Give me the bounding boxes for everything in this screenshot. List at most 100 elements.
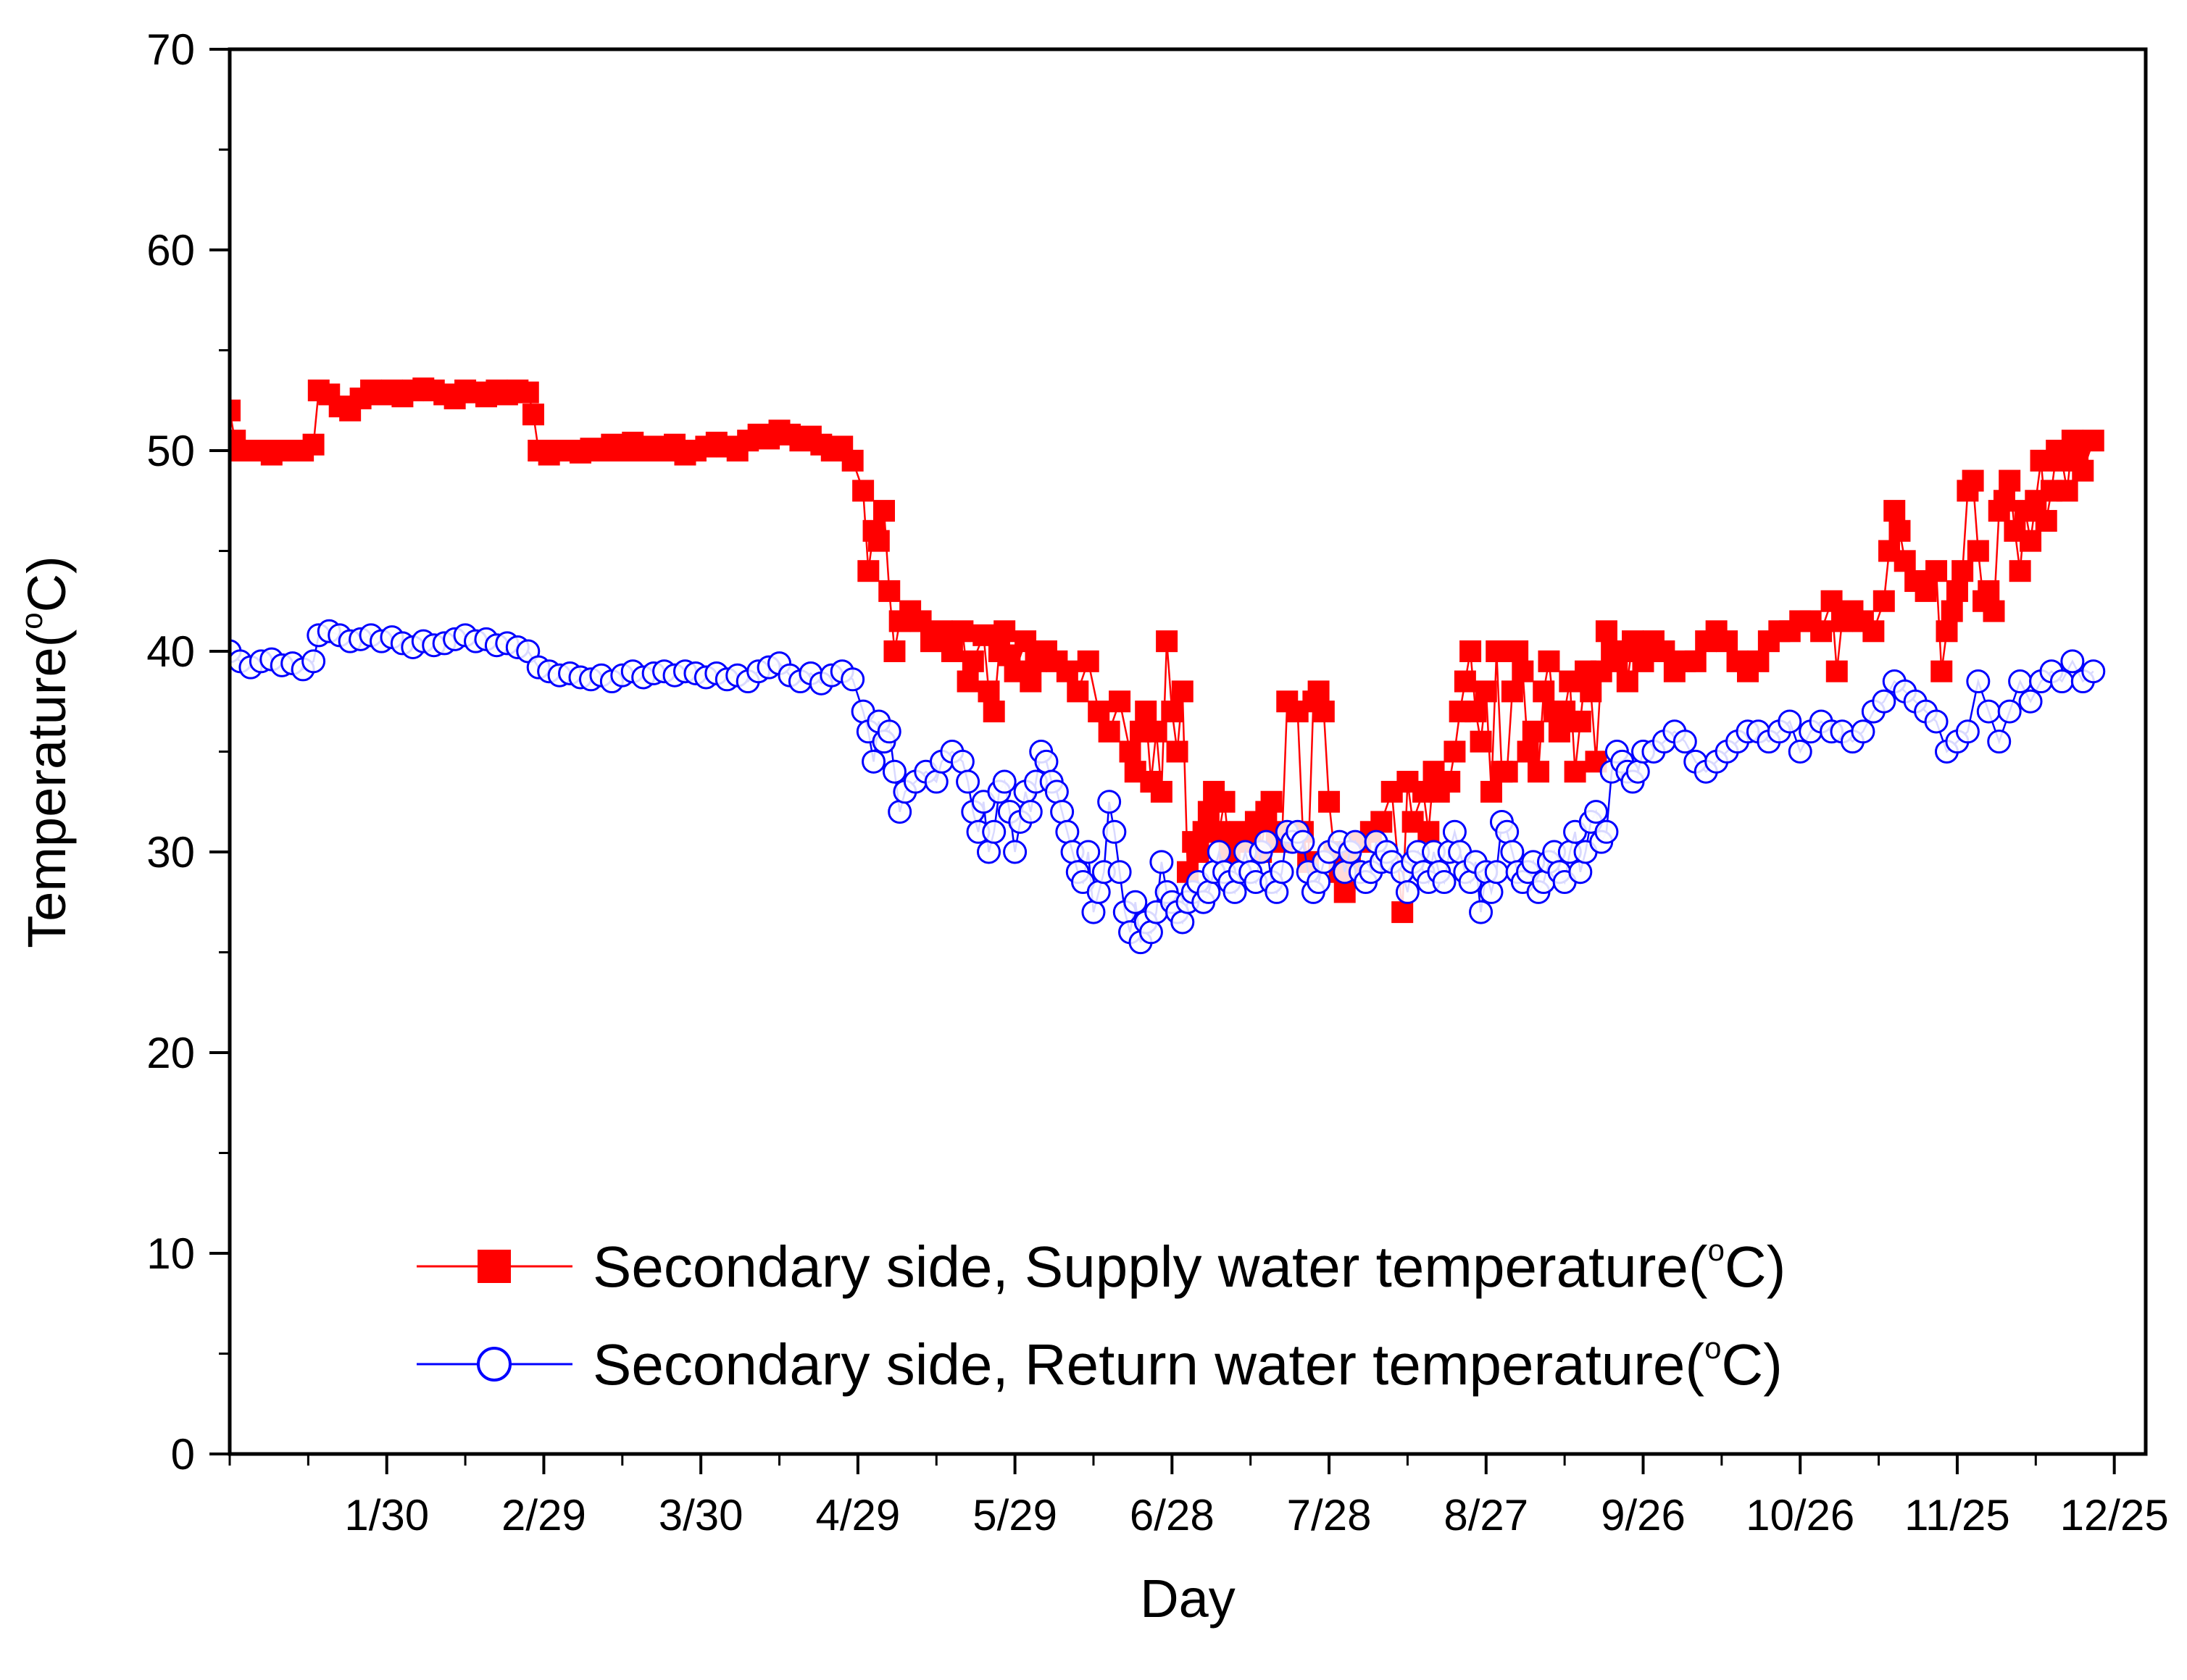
return-point: [1484, 860, 1509, 885]
x-axis-ticks: 1/30 2/29 3/30 4/29 5/29 6/28 7/28 8/27 9/26 10/2…: [228, 1454, 2169, 1539]
y-tick-label: 20: [146, 1029, 195, 1077]
supply-point: [1936, 620, 1958, 643]
x-tick-label: 11/25: [1904, 1491, 2010, 1539]
supply-point: [941, 640, 963, 662]
supply-point: [930, 620, 953, 643]
return-point: [1081, 900, 1106, 924]
supply-point: [1810, 620, 1833, 643]
supply-point: [1993, 490, 2015, 512]
y-tick-label: 0: [171, 1430, 195, 1479]
return-point: [1307, 870, 1331, 895]
return-point: [1955, 719, 1980, 744]
x-tick-label: 6/28: [1130, 1491, 1215, 1539]
supply-point: [1119, 740, 1141, 763]
return-point: [976, 840, 1001, 864]
supply-point: [1951, 560, 1974, 582]
supply-point: [1166, 740, 1188, 763]
supply-point: [1056, 660, 1078, 682]
supply-point: [1260, 790, 1283, 813]
supply-point: [1417, 821, 1440, 843]
supply-point: [1747, 650, 1770, 672]
supply-point: [1538, 650, 1560, 672]
supply-point: [841, 449, 864, 472]
supply-point: [2072, 459, 2094, 482]
supply-point: [1486, 640, 1508, 662]
return-point: [1254, 829, 1278, 854]
x-tick-label: 2/29: [501, 1491, 586, 1539]
x-tick-label: 12/25: [2060, 1491, 2169, 1539]
supply-point: [2020, 530, 2042, 552]
return-point: [992, 769, 1017, 794]
return-point: [1442, 819, 1467, 844]
return-point: [1495, 819, 1520, 844]
supply-point: [1716, 630, 1738, 653]
supply-point: [1438, 771, 1461, 793]
supply-point: [873, 500, 896, 522]
supply-point: [1370, 811, 1393, 833]
return-point: [1086, 879, 1111, 904]
return-point: [1469, 900, 1494, 924]
return-point: [1050, 800, 1075, 824]
x-tick-label: 10/26: [1746, 1491, 1854, 1539]
return-point: [1207, 840, 1231, 864]
return-point: [1568, 860, 1593, 885]
y-axis-title: Temperature(oC): [14, 556, 77, 948]
return-point: [841, 667, 865, 692]
supply-point: [1941, 600, 1963, 622]
x-tick-label: 3/30: [659, 1491, 743, 1539]
supply-point: [909, 610, 932, 632]
supply-point: [1522, 720, 1544, 743]
return-point: [1851, 719, 1875, 744]
supply-point: [1915, 580, 1937, 602]
supply-point: [883, 640, 906, 662]
return-point: [1102, 819, 1127, 844]
supply-point: [1512, 660, 1534, 682]
supply-point: [878, 580, 901, 602]
return-point: [1076, 840, 1101, 864]
supply-point: [1187, 841, 1209, 863]
supply-point: [1820, 590, 1843, 612]
return-point: [1097, 790, 1122, 814]
return-point: [2049, 669, 2074, 694]
supply-point: [1171, 680, 1194, 703]
supply-point: [867, 530, 890, 552]
return-point: [888, 800, 912, 824]
return-point: [950, 749, 975, 774]
supply-point: [1470, 730, 1492, 753]
return-point: [1149, 850, 1174, 874]
y-tick-label: 50: [146, 427, 195, 475]
return-point: [1594, 819, 1619, 844]
y-tick-label: 60: [146, 226, 195, 275]
return-point: [1788, 740, 1812, 764]
supply-point: [957, 670, 979, 693]
supply-point: [1873, 590, 1895, 612]
supply-point: [1444, 740, 1466, 763]
supply-point: [1213, 790, 1236, 813]
supply-point: [2082, 430, 2104, 452]
supply-point: [230, 399, 241, 422]
supply-point: [1015, 630, 1037, 653]
return-point: [1583, 800, 1608, 824]
return-point: [1924, 709, 1949, 734]
supply-point: [1454, 670, 1476, 693]
supply-point: [2035, 509, 2057, 532]
supply-point: [993, 620, 1016, 643]
return-point: [1625, 759, 1650, 784]
return-point: [1055, 819, 1080, 844]
return-point: [1997, 699, 2022, 724]
return-point: [1107, 860, 1132, 885]
y-tick-label: 10: [146, 1229, 195, 1278]
return-point: [1479, 879, 1504, 904]
supply-point: [1088, 701, 1110, 723]
supply-point: [1135, 701, 1157, 723]
return-point: [1987, 730, 2012, 754]
supply-point: [1109, 690, 1131, 713]
supply-point: [1391, 901, 1414, 924]
supply-point: [1983, 600, 2005, 622]
supply-point: [1967, 540, 1989, 562]
return-point: [877, 719, 901, 744]
supply-point: [1480, 780, 1502, 803]
plot-area: [230, 377, 2106, 955]
supply-point: [1825, 660, 1848, 682]
